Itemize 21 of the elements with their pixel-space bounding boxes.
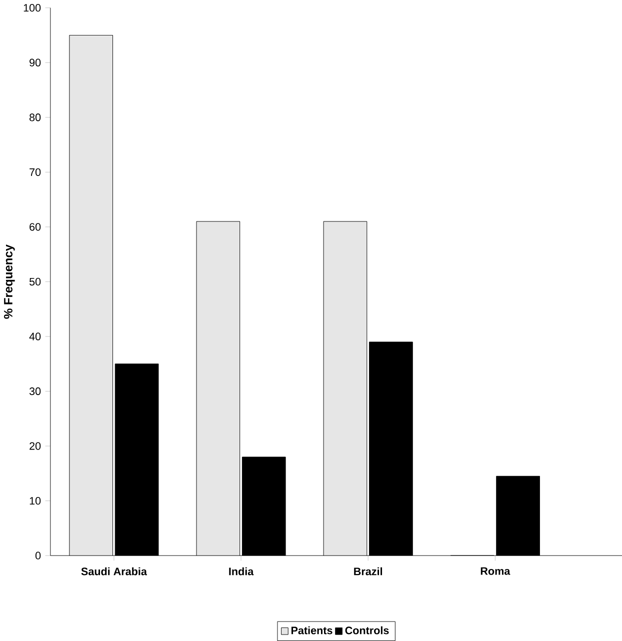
bar <box>323 221 367 556</box>
y-tick-label: 20 <box>29 442 40 450</box>
y-tick-label: 50 <box>29 278 40 286</box>
y-tick-label: 100 <box>24 4 40 12</box>
x-tick-label: Saudi Arabia <box>81 567 147 576</box>
y-tick-label: 30 <box>29 387 40 396</box>
legend-label: Patients <box>291 626 332 634</box>
y-axis-title: % Frequency <box>4 244 15 319</box>
y-tick-label: 80 <box>29 114 40 122</box>
y-tick-label: 90 <box>29 58 40 66</box>
bar <box>68 34 113 556</box>
y-tick-label: 40 <box>29 332 40 340</box>
y-tick-label: 10 <box>30 496 40 505</box>
y-tick-label: 70 <box>29 168 40 176</box>
bar <box>196 221 240 556</box>
x-tick-label: Brazil <box>354 567 382 576</box>
x-tick-label: Roma <box>480 567 510 575</box>
y-tick-label: 0 <box>35 552 40 560</box>
x-tick-label: India <box>228 567 254 576</box>
y-tick-label: 60 <box>29 223 40 231</box>
legend-label: Controls <box>345 626 389 634</box>
